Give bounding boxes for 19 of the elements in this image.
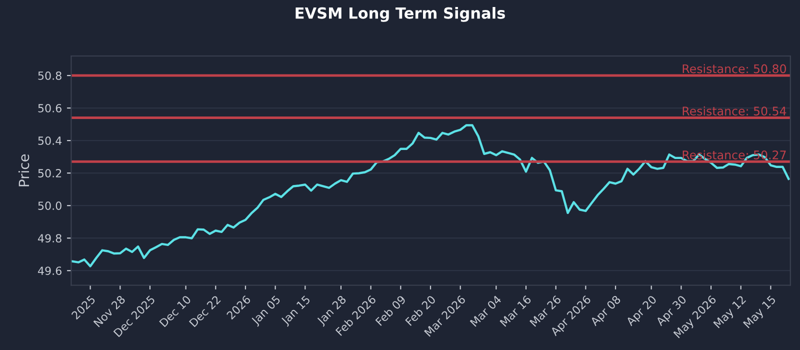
y-tick-label: 50.2: [38, 169, 62, 178]
x-tick-label: Apr 20: [625, 294, 658, 328]
x-tick-label: Jan 15: [280, 295, 312, 327]
x-tick-label: Dec 22: [188, 295, 221, 328]
ref-line-label: Resistance: 50.80: [682, 64, 786, 74]
y-tick-label: 50.6: [38, 104, 62, 112]
ref-line-label: Resistance: 50.54: [682, 106, 786, 116]
x-tick-label: Jan 05: [250, 295, 282, 327]
y-tick-label: 50.8: [38, 71, 62, 80]
y-tick-label: 50.0: [38, 202, 62, 210]
x-tick-label: Feb 09: [375, 294, 406, 326]
ref-line-label: Resistance: 50.27: [682, 150, 786, 160]
y-tick-label: 49.6: [38, 266, 62, 275]
x-tick-label: Apr 08: [590, 294, 623, 328]
y-tick-label: 50.4: [38, 136, 62, 145]
line-series: [71, 124, 790, 268]
chart-title: EVSM Long Term Signals: [296, 7, 505, 22]
y-tick-label: 49.8: [38, 234, 62, 242]
y-axis-title: Price: [18, 154, 30, 186]
